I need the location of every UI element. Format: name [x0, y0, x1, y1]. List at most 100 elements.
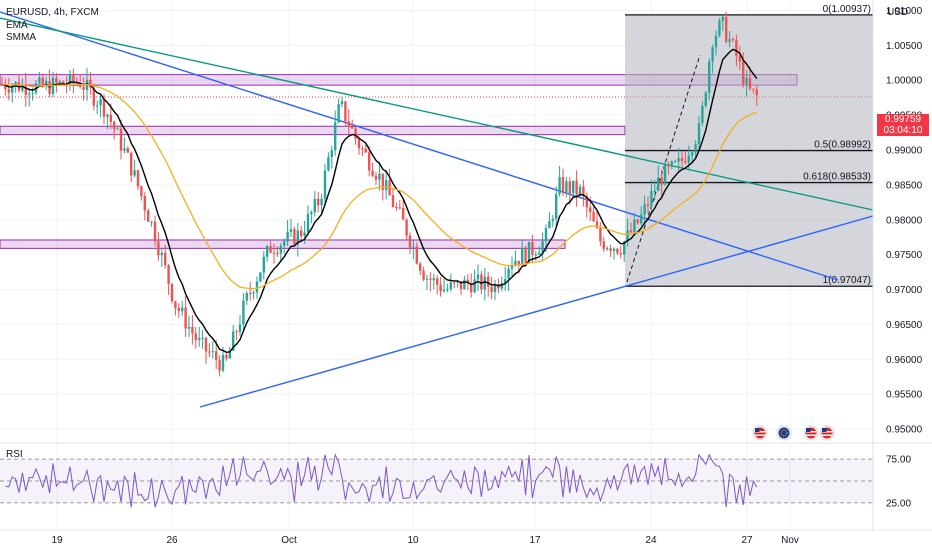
candle-body — [487, 276, 490, 287]
candle-body — [575, 180, 578, 195]
symbol-title[interactable]: EURUSD, 4h, FXCM — [6, 7, 99, 18]
candle-body — [650, 190, 653, 206]
price-axis-label: 0.95500 — [886, 390, 923, 401]
price-axis-label: 0.96500 — [886, 320, 923, 331]
eu-flag-icon — [776, 425, 792, 441]
rsi-indicator-label[interactable]: RSI — [6, 449, 23, 460]
candle-body — [697, 122, 701, 145]
candle-body — [572, 180, 575, 194]
candlestick-series — [0, 11, 758, 377]
candle-body — [578, 186, 582, 195]
candle-body — [351, 126, 354, 129]
us-flag-stripe — [822, 434, 832, 436]
candle-body — [136, 170, 140, 187]
candle-body — [289, 229, 293, 232]
candle-body — [684, 161, 687, 163]
candle-body — [211, 351, 214, 353]
candle-body — [616, 248, 619, 254]
candle-body — [585, 196, 588, 208]
time-axis-label: Oct — [281, 535, 297, 546]
candle-body — [534, 254, 537, 256]
candle-body — [643, 204, 646, 215]
candle-body — [208, 351, 211, 353]
us-flag-stripe — [755, 431, 765, 433]
time-axis-label: 17 — [529, 535, 541, 546]
candle-body — [548, 221, 551, 229]
us-flag-stripe — [755, 434, 765, 436]
price-axis-label: 1.00000 — [886, 76, 923, 87]
candle-body — [531, 241, 534, 255]
candle-body — [687, 155, 690, 163]
price-axis-label: 0.98500 — [886, 180, 923, 191]
candle-body — [276, 253, 279, 255]
fib-level-label: 0(1.00937) — [823, 4, 871, 15]
candle-body — [521, 248, 524, 265]
time-axis-label: 24 — [645, 535, 657, 546]
candle-body — [337, 104, 340, 123]
price-axis-label: 0.99000 — [886, 145, 923, 156]
candle-body — [395, 207, 398, 209]
candle-body — [626, 230, 629, 242]
candle-body — [735, 39, 738, 57]
candle-body — [490, 286, 493, 293]
price-axis-label: 1.00500 — [886, 41, 923, 52]
candle-body — [609, 248, 612, 251]
candle-body — [286, 231, 289, 242]
candle-body — [245, 293, 248, 301]
candle-body — [419, 263, 422, 271]
ema-indicator-label[interactable]: EMA — [6, 20, 28, 31]
candle-body — [187, 326, 191, 329]
candle-body — [228, 350, 231, 359]
candle-body — [446, 288, 449, 290]
candle-body — [623, 241, 626, 255]
candle-body — [595, 221, 599, 228]
candle-body — [391, 195, 395, 208]
trendline — [0, 11, 839, 281]
eu-flag-stars — [780, 429, 788, 437]
bar-countdown: 03:04:10 — [877, 125, 929, 136]
currency-label: USD — [887, 7, 909, 18]
candle-body — [317, 198, 320, 206]
candle-body — [711, 47, 714, 62]
candle-body — [150, 221, 153, 223]
candle-body — [7, 89, 10, 93]
candle-body — [102, 98, 106, 117]
candle-body — [11, 86, 14, 93]
smma-indicator-label[interactable]: SMMA — [6, 32, 36, 43]
candle-body — [24, 84, 27, 95]
candle-body — [725, 16, 728, 42]
candle-body — [660, 177, 663, 185]
current-price-badge: 0.99759 — [877, 114, 929, 125]
candle-body — [96, 105, 99, 107]
candle-body — [738, 56, 741, 62]
candle-body — [718, 20, 721, 36]
candle-body — [106, 114, 109, 117]
price-axis-label: 0.96000 — [886, 355, 923, 366]
candle-body — [507, 268, 510, 280]
projection-line — [626, 54, 701, 283]
candle-body — [99, 98, 102, 106]
fib-level-label: 0.5(0.98992) — [814, 140, 871, 151]
candle-body — [432, 278, 435, 281]
candle-body — [38, 77, 41, 84]
candle-body — [364, 148, 367, 153]
candle-body — [602, 241, 605, 249]
candle-body — [283, 241, 286, 246]
candle-body — [357, 138, 361, 149]
candle-body — [636, 219, 639, 224]
candle-body — [147, 210, 150, 222]
trendline — [199, 215, 874, 408]
candle-body — [436, 278, 439, 285]
candle-body — [385, 180, 388, 190]
candle-body — [133, 170, 136, 176]
candle-body — [45, 81, 48, 86]
candle-body — [354, 128, 357, 139]
candle-body — [510, 265, 514, 269]
time-axis-label: 26 — [166, 535, 178, 546]
candle-body — [279, 245, 282, 254]
candle-body — [82, 86, 85, 90]
candle-body — [174, 301, 177, 308]
candle-body — [680, 158, 684, 162]
candle-body — [582, 186, 585, 197]
